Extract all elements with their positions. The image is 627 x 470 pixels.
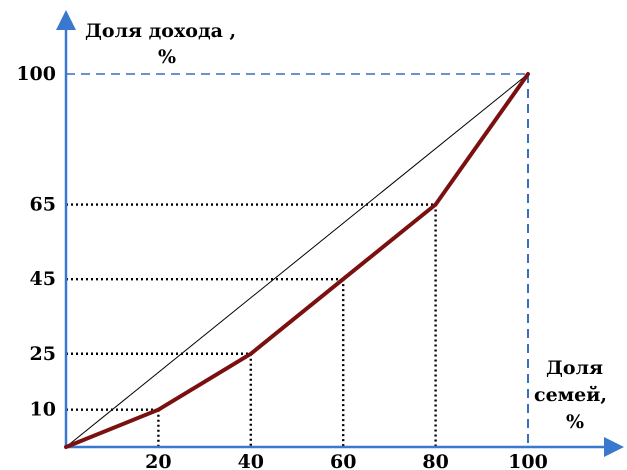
- x-tick-labels: 20 40 60 80 100: [145, 451, 548, 470]
- x-axis-label-line3: %: [566, 411, 584, 433]
- x-tick-label: 80: [422, 451, 448, 470]
- y-tick-label: 45: [30, 268, 56, 290]
- y-tick-label: 100: [16, 63, 56, 85]
- x-tick-label: 40: [238, 451, 264, 470]
- x-axis-label-line2: семей,: [534, 384, 607, 406]
- x-tick-label: 100: [508, 451, 548, 470]
- guide-lines: [66, 73, 529, 447]
- x-axis-label-line1: Доля: [546, 357, 603, 379]
- y-tick-label: 25: [30, 343, 56, 365]
- equality-line: [65, 73, 529, 448]
- y-axis-label-line2: %: [158, 46, 176, 68]
- y-tick-label: 10: [30, 399, 56, 421]
- y-axis-label-line1: Доля дохода ,: [85, 20, 236, 42]
- lorenz-curve: [64, 72, 530, 449]
- x-tick-label: 60: [330, 451, 356, 470]
- y-tick-label: 65: [30, 194, 56, 216]
- y-tick-labels: 10 25 45 65 100: [16, 63, 56, 421]
- x-tick-label: 20: [145, 451, 171, 470]
